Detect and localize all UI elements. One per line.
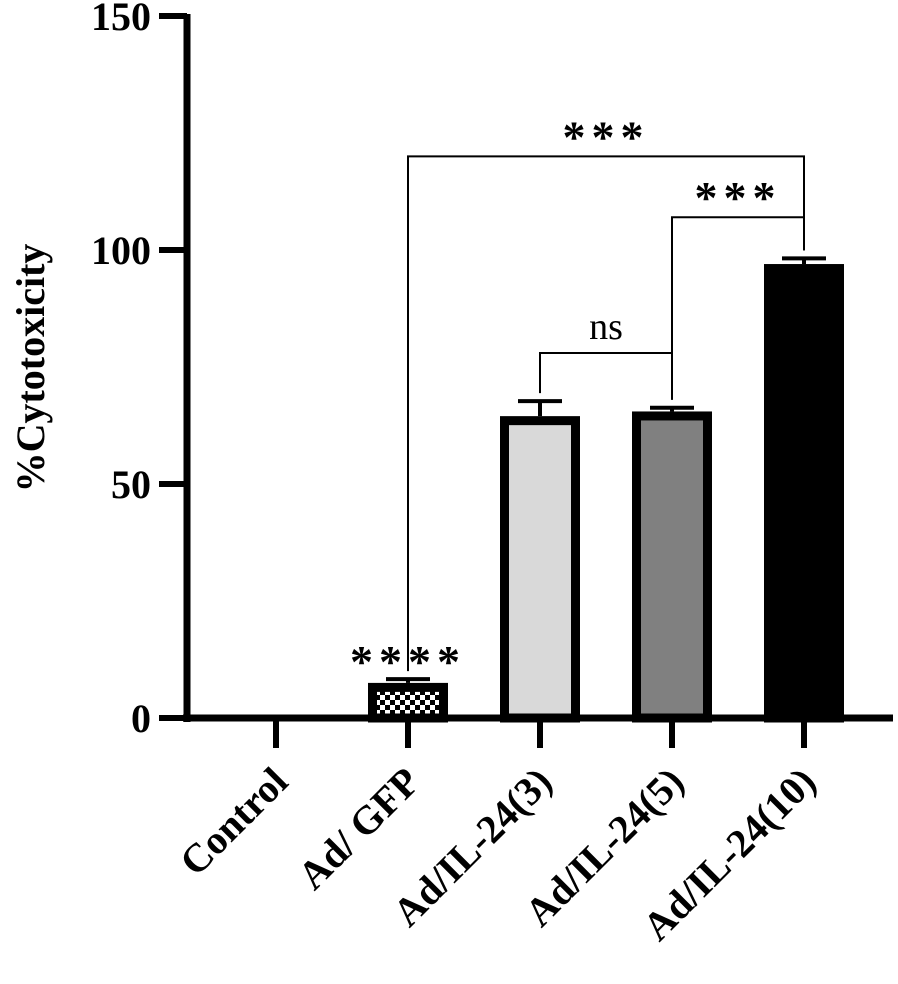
bar-annotation: **** [350,636,466,687]
y-tick-label: 50 [111,462,151,507]
bar-3 [500,416,580,723]
x-tick-label: Ad/ GFP [289,759,428,898]
comparison-label-1: ns [589,306,623,348]
significance-annotations: **** ns *** *** [350,111,805,687]
comparison-bracket-1 [539,351,673,400]
y-tick-label: 150 [91,0,151,39]
bar-2 [368,682,448,723]
error-bars [386,256,826,683]
y-tick-label: 0 [131,696,151,741]
y-axis-title: %Cytotoxicity [8,244,53,493]
y-ticks: 0 50 100 150 [91,0,187,741]
comparison-label-3: *** [563,111,650,162]
comparison-bracket-3 [407,155,805,672]
bar-5 [764,264,844,723]
bar-4 [632,411,712,723]
y-tick-label: 100 [91,228,151,273]
comparison-label-2: *** [695,172,782,223]
x-tick-label: Control [171,759,297,885]
bars [368,264,844,723]
